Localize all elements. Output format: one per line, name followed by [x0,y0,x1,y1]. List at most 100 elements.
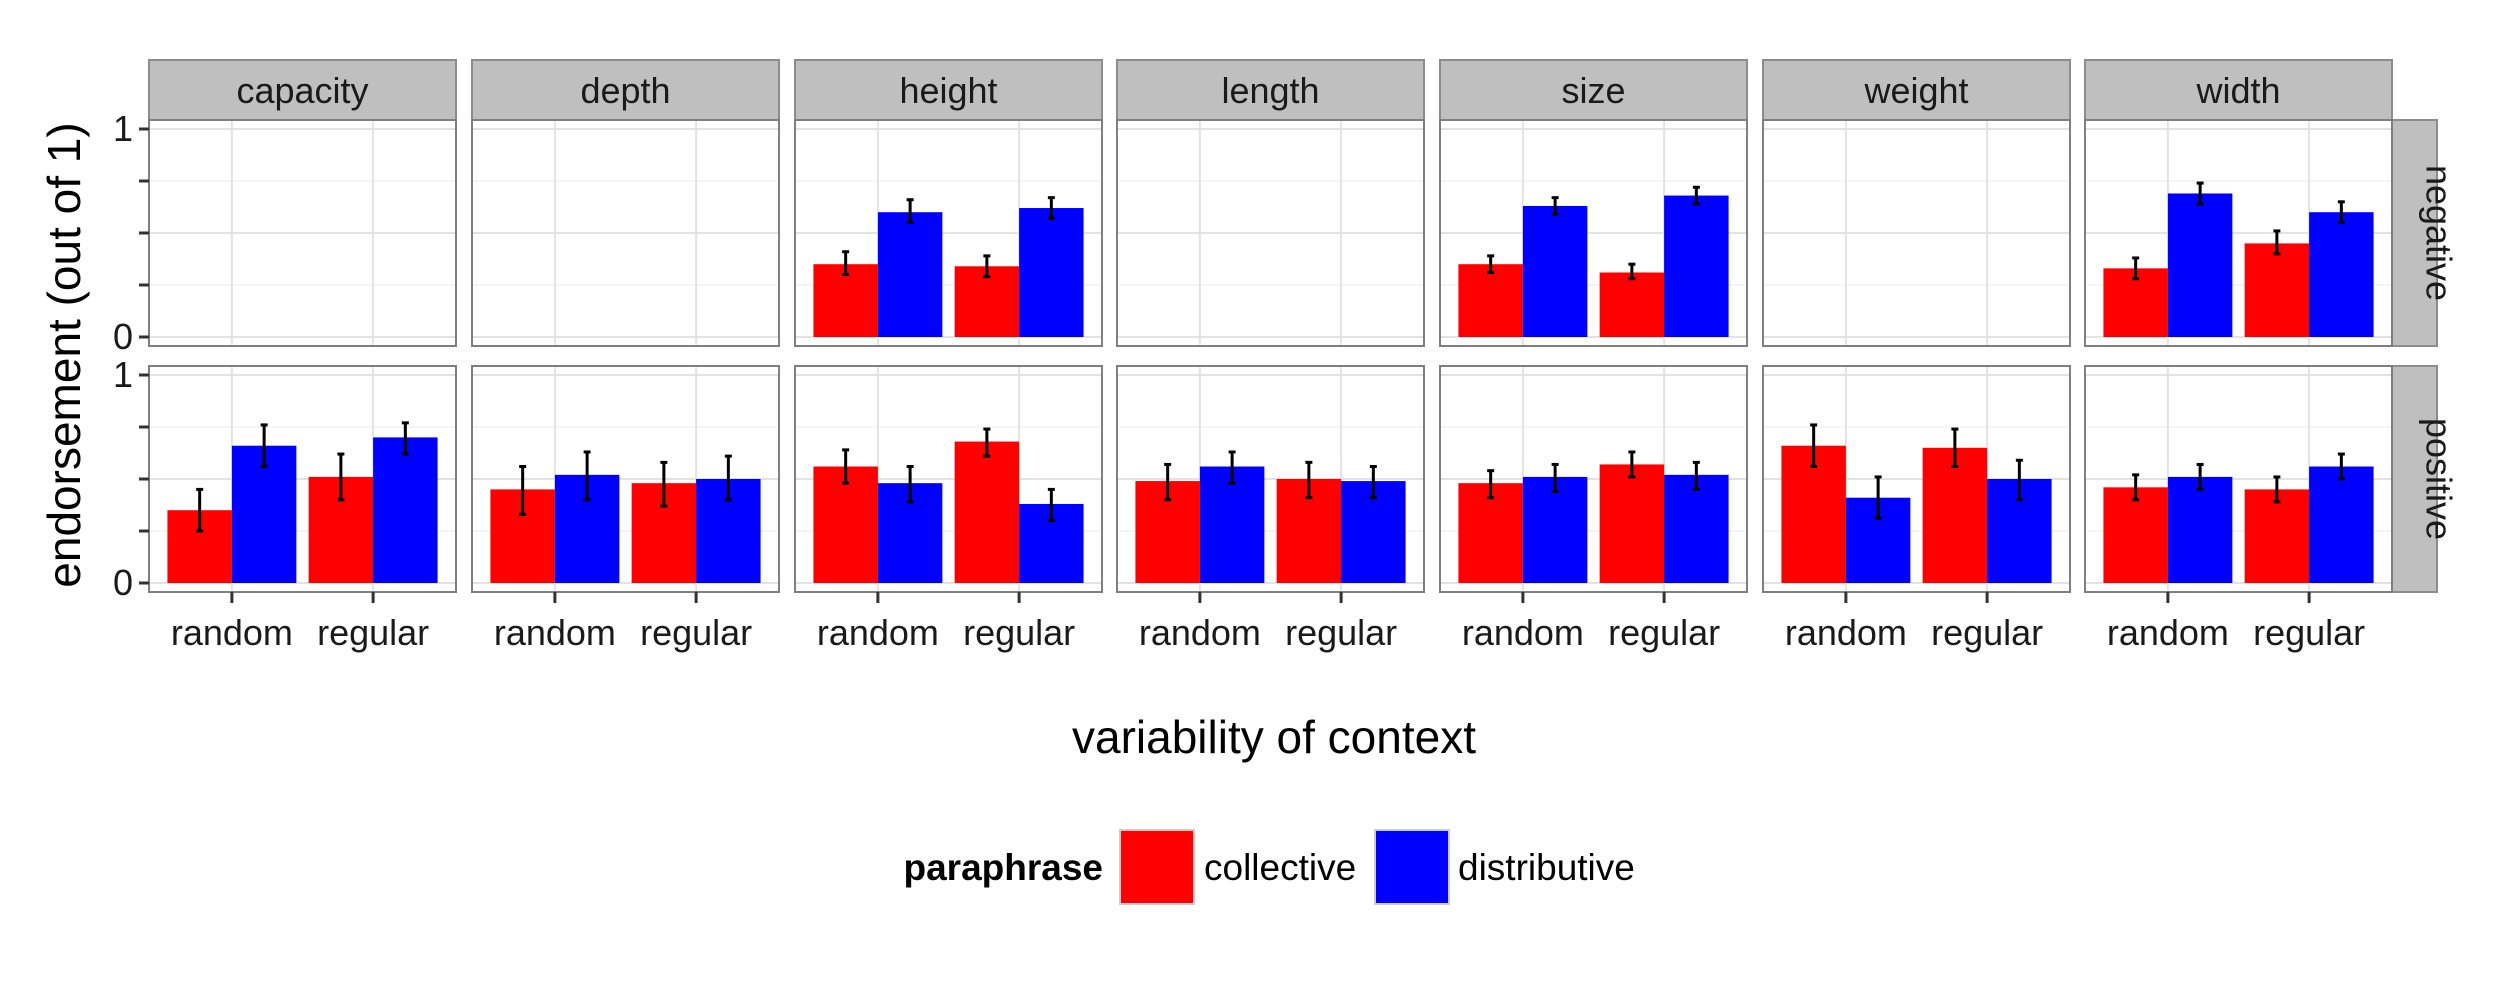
panel-border [2084,365,2393,593]
error-bar [2132,256,2140,281]
legend-label-collective: collective [1204,847,1356,888]
panel-border [1439,119,1748,347]
y-tick-label: 1 [113,354,133,395]
panel-weight-negative [1762,119,2071,347]
error-bar [1692,185,1700,206]
facet-strip-capacity: capacity [148,59,457,121]
x-tick-label: random [817,612,939,653]
legend-title: paraphrase [904,847,1104,888]
panel-border [1116,119,1425,347]
error-bar [1305,460,1313,500]
bar-regular-distributive [2309,466,2374,583]
error-bar [1047,487,1055,523]
panel-depth-negative [471,119,780,347]
y-tick-label: 1 [113,108,133,149]
y-axis-title: endorsement (out of 1) [38,122,90,587]
bar-regular-distributive [1019,208,1084,337]
error-bar [196,487,204,533]
panel-border [794,119,1103,347]
y-axis-positive: 01 [113,354,149,603]
x-tick-label: random [2107,612,2229,653]
row-strip-bg [2391,365,2438,593]
error-bar [1551,462,1559,493]
error-bar [519,465,527,516]
error-bar [842,250,850,277]
panel-border [471,365,780,593]
error-bar [983,254,991,279]
error-bar [660,460,668,508]
error-bar [983,427,991,458]
bar-regular-collective [1599,272,1665,337]
x-tick-label: regular [2253,612,2365,653]
bar-random-distributive [231,445,297,583]
error-bar [2273,229,2281,256]
y-tick-label: 0 [113,316,133,357]
bar-random-collective [1781,445,1846,583]
panel-border [1762,365,2071,593]
x-axis-depth: random regular [494,592,752,653]
error-bar [1692,460,1700,491]
panel-border [1116,365,1425,593]
panel-border [794,365,1103,593]
error-bar [2196,462,2204,491]
x-tick-label: regular [1285,612,1397,653]
x-tick-label: regular [963,612,1075,653]
bar-regular-collective [2244,243,2310,337]
error-bar [1810,423,1818,469]
bar-regular-distributive [2309,212,2374,337]
panel-weight-positive [1762,365,2071,593]
bar-random-collective [813,264,878,337]
facet-strip-length: length [1116,59,1425,121]
bar-random-distributive [2167,193,2233,337]
error-bar [1487,254,1495,275]
facet-strip-label: size [1561,70,1625,111]
error-bar [1628,262,1636,281]
panel-capacity-negative [148,119,457,347]
panel-depth-positive [471,365,780,593]
y-tick-label: 0 [113,562,133,603]
bar-random-distributive [2167,476,2233,583]
x-axis-title: variability of context [1072,711,1476,763]
error-bar [583,450,591,502]
bar-regular-distributive [373,437,438,583]
x-axis-height: random regular [817,592,1075,653]
bar-random-collective [1458,483,1523,583]
error-bar [1551,196,1559,216]
bar-random-distributive [1522,205,1588,337]
x-tick-label: regular [317,612,429,653]
x-tick-label: regular [1931,612,2043,653]
x-tick-label: regular [1608,612,1720,653]
facet-strip-label: weight [1863,70,1968,111]
panel-border [1439,365,1748,593]
x-axis-weight: random regular [1785,592,2043,653]
bar-random-distributive [1522,476,1588,583]
facet-strip-label: height [899,70,997,111]
bar-random-collective [813,466,878,583]
error-bar [1228,450,1236,485]
panel-height-positive [794,365,1103,593]
bar-regular-collective [2244,489,2310,583]
x-tick-label: random [1462,612,1584,653]
panel-size-positive [1439,365,1748,593]
facet-strip-bg [148,59,457,121]
panel-width-positive [2084,365,2393,593]
facet-strip-label: length [1221,70,1319,111]
legend-swatch-collective [1119,829,1195,905]
legend-label-distributive: distributive [1458,847,1635,888]
facet-strip-label: capacity [236,70,368,111]
panel-width-negative [2084,119,2393,347]
facet-strip-label: depth [580,70,670,111]
row-strip-positive: positive [2391,365,2460,593]
x-tick-label: random [1139,612,1261,653]
bar-regular-collective [954,441,1020,583]
bar-regular-collective [1599,464,1665,583]
x-tick-label: random [494,612,616,653]
x-tick-label: random [1785,612,1907,653]
facet-strip-bg [794,59,1103,121]
x-tick-label: random [171,612,293,653]
error-bar [1369,465,1377,500]
error-bar [2015,458,2023,502]
error-bar [2273,475,2281,504]
error-bar [842,448,850,485]
